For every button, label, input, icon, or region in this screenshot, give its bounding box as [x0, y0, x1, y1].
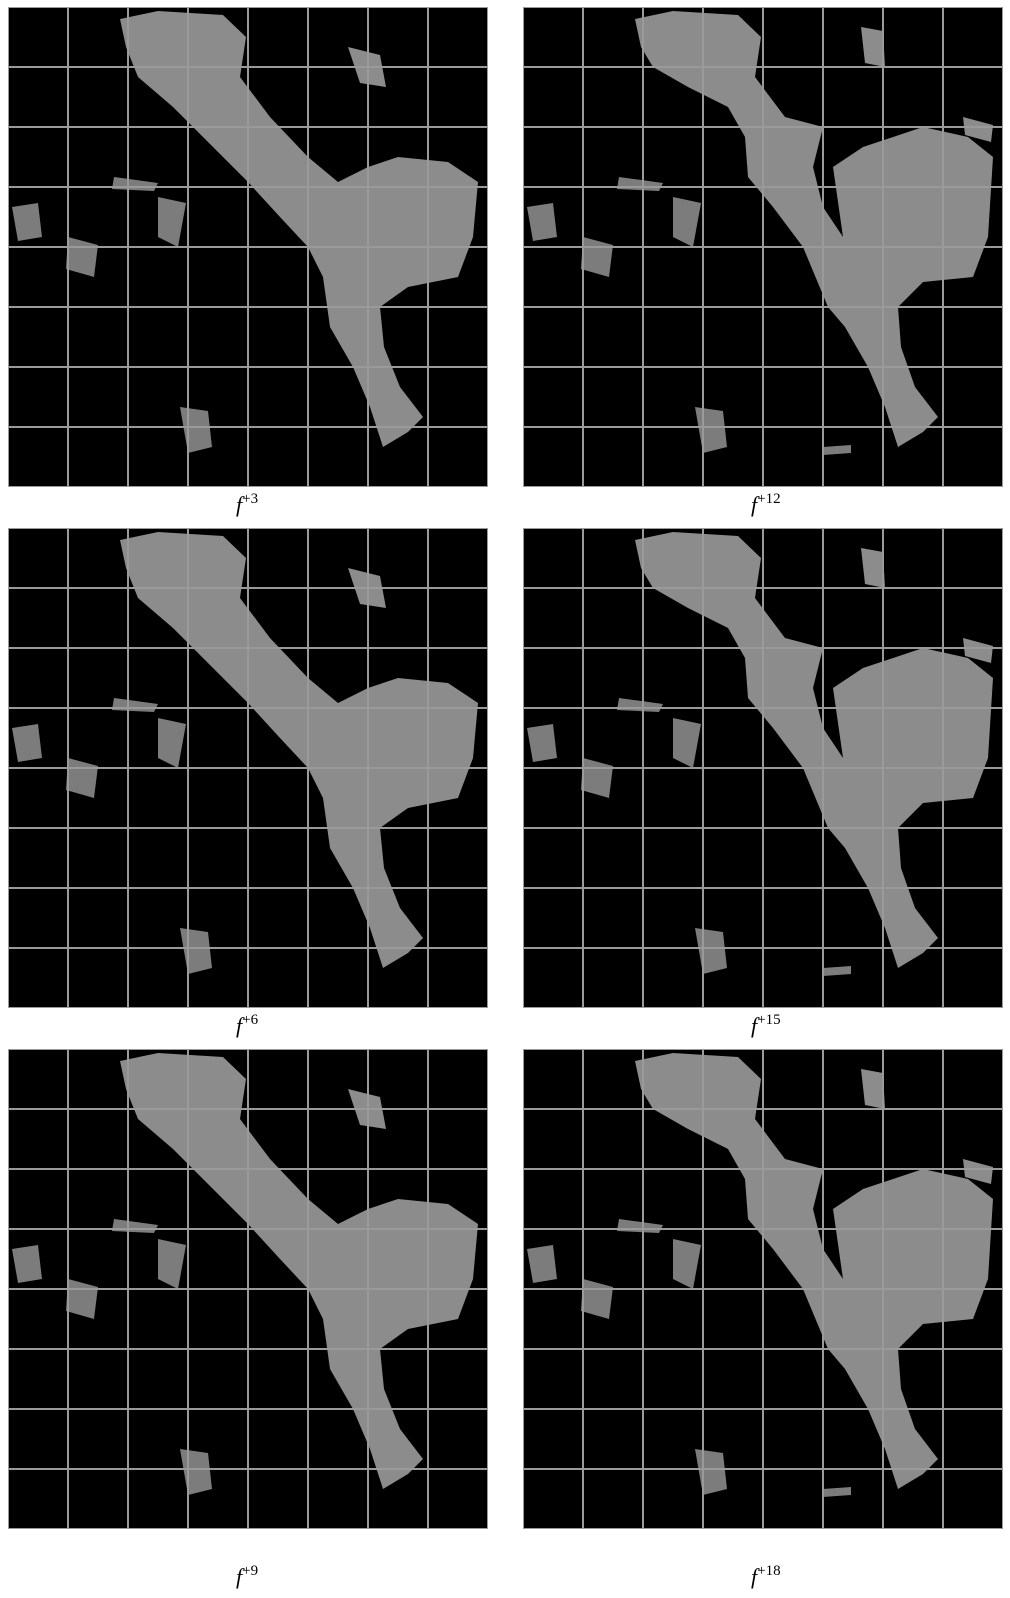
caption-superscript: +18 [757, 1563, 780, 1579]
caption: f+15 [751, 1012, 781, 1038]
radar-panel [523, 528, 1003, 1008]
figure: f+3 f+12 f+6 f+15 f+9 f+18 [0, 0, 1010, 1598]
caption-superscript: +6 [242, 1012, 258, 1028]
page: {"panels": [ {"base": "f", "sup": "+3"},… [0, 0, 1010, 1598]
caption: f+18 [751, 1563, 781, 1589]
caption-superscript: +15 [757, 1012, 780, 1028]
caption: f+12 [751, 491, 781, 517]
radar-panel [523, 1049, 1003, 1529]
radar-panel [8, 1049, 488, 1529]
radar-panel [8, 7, 488, 487]
caption-superscript: +12 [757, 491, 780, 507]
radar-panel [8, 528, 488, 1008]
caption-superscript: +9 [242, 1563, 258, 1579]
caption: f+6 [236, 1012, 259, 1038]
radar-panel [523, 7, 1003, 487]
caption: f+3 [236, 491, 258, 517]
caption-superscript: +3 [242, 491, 258, 507]
caption: f+9 [236, 1563, 258, 1589]
